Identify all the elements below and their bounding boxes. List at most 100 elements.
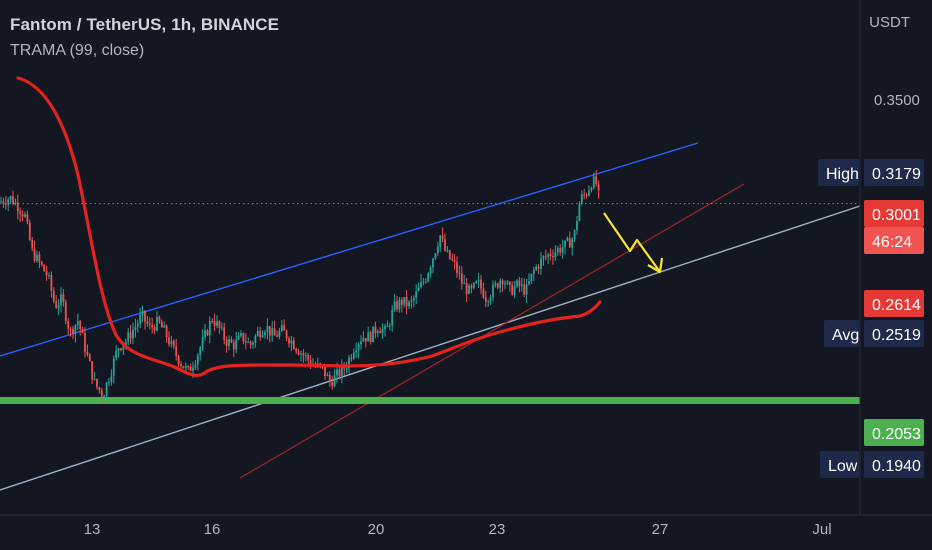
candle-body xyxy=(427,273,430,282)
time-tick-label: 20 xyxy=(368,521,385,538)
inner-trend-line xyxy=(239,183,745,479)
candle-body xyxy=(74,324,77,334)
candle-body xyxy=(434,253,437,259)
candle-body xyxy=(165,325,168,338)
candle-body xyxy=(496,283,499,288)
candle-body xyxy=(264,332,266,336)
candle-body xyxy=(372,326,374,342)
candle-body xyxy=(537,266,540,269)
candle-body xyxy=(480,279,482,289)
candle-body xyxy=(108,382,110,383)
candle-body xyxy=(508,281,511,285)
candle-body xyxy=(132,330,134,339)
candle-body xyxy=(362,338,365,342)
candle-body xyxy=(338,369,341,377)
candle-body xyxy=(345,368,348,370)
candle-body xyxy=(398,299,401,310)
price-tick-label: 0.3500 xyxy=(874,92,920,109)
candle-body xyxy=(196,355,199,365)
candle-body xyxy=(597,184,600,191)
candle-body xyxy=(276,335,278,337)
candle-body xyxy=(595,176,598,185)
candle-body xyxy=(355,350,358,353)
candle-body xyxy=(566,238,569,241)
candle-body xyxy=(307,355,310,361)
candle-body xyxy=(494,283,497,285)
candle-body xyxy=(451,258,454,260)
candle-body xyxy=(242,333,245,342)
candle-body xyxy=(556,248,559,253)
candle-body xyxy=(554,252,557,258)
candle-body xyxy=(52,290,55,302)
candle-body xyxy=(528,281,530,285)
candle-body xyxy=(580,194,583,204)
candle-body xyxy=(506,281,509,284)
high-label: High xyxy=(826,166,859,183)
candle-body xyxy=(81,329,84,334)
candle-body xyxy=(256,330,259,336)
candle-body xyxy=(201,337,204,348)
projection-arrowhead xyxy=(647,257,664,274)
candle-body xyxy=(103,395,106,397)
candle-body xyxy=(31,239,34,249)
candle-body xyxy=(422,281,425,283)
candle-body xyxy=(156,316,158,331)
candle-body xyxy=(177,355,180,365)
candle-body xyxy=(283,325,286,331)
candle-body xyxy=(14,202,17,205)
candle-body xyxy=(192,367,194,371)
high-value: 0.3179 xyxy=(872,166,921,183)
candle-body xyxy=(328,374,331,383)
candle-body xyxy=(182,366,185,369)
candle-body xyxy=(117,348,120,351)
candle-body xyxy=(86,351,89,355)
candle-body xyxy=(396,301,398,310)
candle-body xyxy=(158,316,161,323)
candle-body xyxy=(12,196,14,205)
candle-body xyxy=(4,203,7,205)
candle-body xyxy=(393,301,396,311)
candle-body xyxy=(144,310,146,322)
candle-body xyxy=(26,214,29,223)
candles-layer xyxy=(0,170,600,404)
candle-body xyxy=(79,321,82,330)
candle-body xyxy=(45,271,48,276)
candle-body xyxy=(105,382,108,396)
candle-body xyxy=(259,330,262,338)
candle-body xyxy=(463,283,466,285)
candle-body xyxy=(57,305,60,308)
trama-indicator-line xyxy=(16,76,602,377)
candle-body xyxy=(115,350,118,359)
candle-body xyxy=(542,256,545,259)
candle-body xyxy=(583,194,586,196)
indicator-label[interactable]: TRAMA (99, close) xyxy=(10,42,145,59)
candle-body xyxy=(280,325,283,331)
drawing-layer xyxy=(0,142,861,491)
candle-body xyxy=(475,281,478,283)
candle-body xyxy=(568,238,571,248)
current-price-value-bg xyxy=(864,200,924,227)
candle-body xyxy=(48,275,50,276)
candle-body xyxy=(19,211,22,214)
candle-body xyxy=(175,346,178,356)
symbol-title[interactable]: Fantom / TetherUS, 1h, BINANCE xyxy=(10,15,280,34)
candle-body xyxy=(592,176,595,189)
candle-body xyxy=(170,340,173,345)
avg-value-bg xyxy=(864,320,924,347)
candle-body xyxy=(532,269,535,274)
candle-body xyxy=(364,338,367,342)
candle-body xyxy=(540,258,542,269)
candle-body xyxy=(360,341,362,345)
candle-body xyxy=(129,332,132,339)
candle-body xyxy=(547,254,550,257)
candle-body xyxy=(38,254,41,262)
candle-body xyxy=(326,374,329,376)
candle-body xyxy=(432,258,434,268)
candle-body xyxy=(230,339,233,343)
candle-body xyxy=(110,375,113,382)
time-tick-label: 23 xyxy=(489,521,506,538)
candle-body xyxy=(585,194,588,196)
candle-body xyxy=(441,235,444,239)
